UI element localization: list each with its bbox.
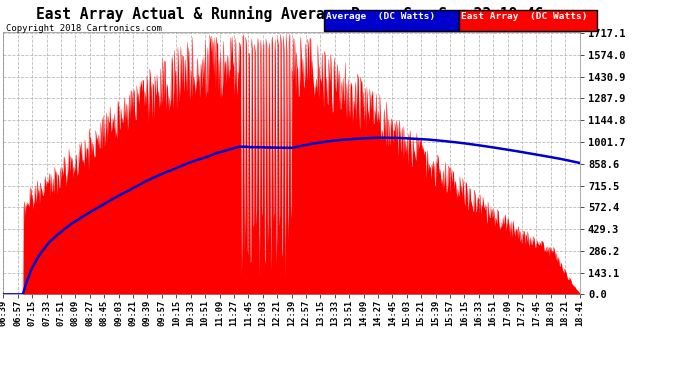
Text: Copyright 2018 Cartronics.com: Copyright 2018 Cartronics.com — [6, 24, 161, 33]
Text: Average  (DC Watts): Average (DC Watts) — [326, 12, 435, 21]
Text: East Array Actual & Running Average Power Sun Sep 23 18:46: East Array Actual & Running Average Powe… — [36, 6, 544, 22]
Text: East Array  (DC Watts): East Array (DC Watts) — [461, 12, 587, 21]
